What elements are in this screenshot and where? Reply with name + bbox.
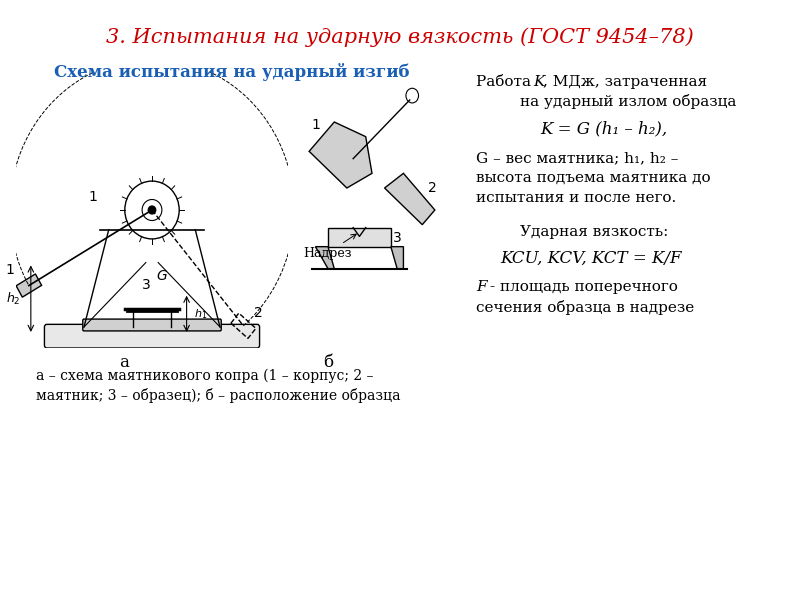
Text: 3. Испытания на ударную вязкость (ГОСТ 9454–78): 3. Испытания на ударную вязкость (ГОСТ 9…	[106, 27, 694, 47]
Text: a – схема маятникового копра (1 – корпус; 2 –: a – схема маятникового копра (1 – корпус…	[36, 369, 374, 383]
Text: маятник; 3 – образец); б – расположение образца: маятник; 3 – образец); б – расположение …	[36, 388, 401, 403]
Text: испытания и после него.: испытания и после него.	[476, 191, 676, 205]
Text: 3: 3	[393, 231, 402, 245]
Polygon shape	[391, 247, 403, 269]
Text: 2: 2	[254, 305, 262, 320]
Text: б: б	[323, 354, 333, 371]
Text: высота подъема маятника до: высота подъема маятника до	[476, 171, 710, 185]
Text: 1: 1	[88, 190, 97, 204]
Text: F: F	[476, 280, 486, 294]
Text: 1: 1	[6, 263, 14, 277]
Text: Работа: Работа	[476, 75, 536, 89]
Text: а: а	[119, 354, 129, 371]
Text: на ударный излом образца: на ударный излом образца	[520, 94, 736, 109]
Text: Ударная вязкость:: Ударная вязкость:	[520, 225, 668, 239]
Text: - площадь поперечного: - площадь поперечного	[490, 280, 678, 294]
Text: 2: 2	[428, 181, 437, 195]
Polygon shape	[309, 122, 372, 188]
Polygon shape	[328, 227, 391, 247]
FancyBboxPatch shape	[82, 319, 222, 331]
Polygon shape	[16, 274, 42, 297]
Polygon shape	[315, 247, 334, 269]
Text: Схема испытания на ударный изгиб: Схема испытания на ударный изгиб	[54, 63, 410, 81]
Polygon shape	[385, 173, 435, 224]
Text: Надрез: Надрез	[303, 234, 356, 260]
FancyBboxPatch shape	[45, 325, 259, 348]
Text: сечения образца в надрезе: сечения образца в надрезе	[476, 300, 694, 315]
Text: 3: 3	[142, 278, 150, 292]
Text: , МДж, затраченная: , МДж, затраченная	[543, 75, 707, 89]
Text: $h_2$: $h_2$	[6, 292, 21, 307]
Text: K: K	[534, 75, 545, 89]
Text: G – вес маятника; h₁, h₂ –: G – вес маятника; h₁, h₂ –	[476, 151, 678, 165]
Circle shape	[148, 206, 156, 214]
Text: KCU, KCV, KCT = K/F: KCU, KCV, KCT = K/F	[500, 250, 682, 267]
Text: $h_1$: $h_1$	[194, 307, 207, 321]
Text: 1: 1	[311, 118, 320, 132]
Text: K = G (h₁ – h₂),: K = G (h₁ – h₂),	[540, 120, 667, 137]
Text: G: G	[157, 269, 167, 283]
